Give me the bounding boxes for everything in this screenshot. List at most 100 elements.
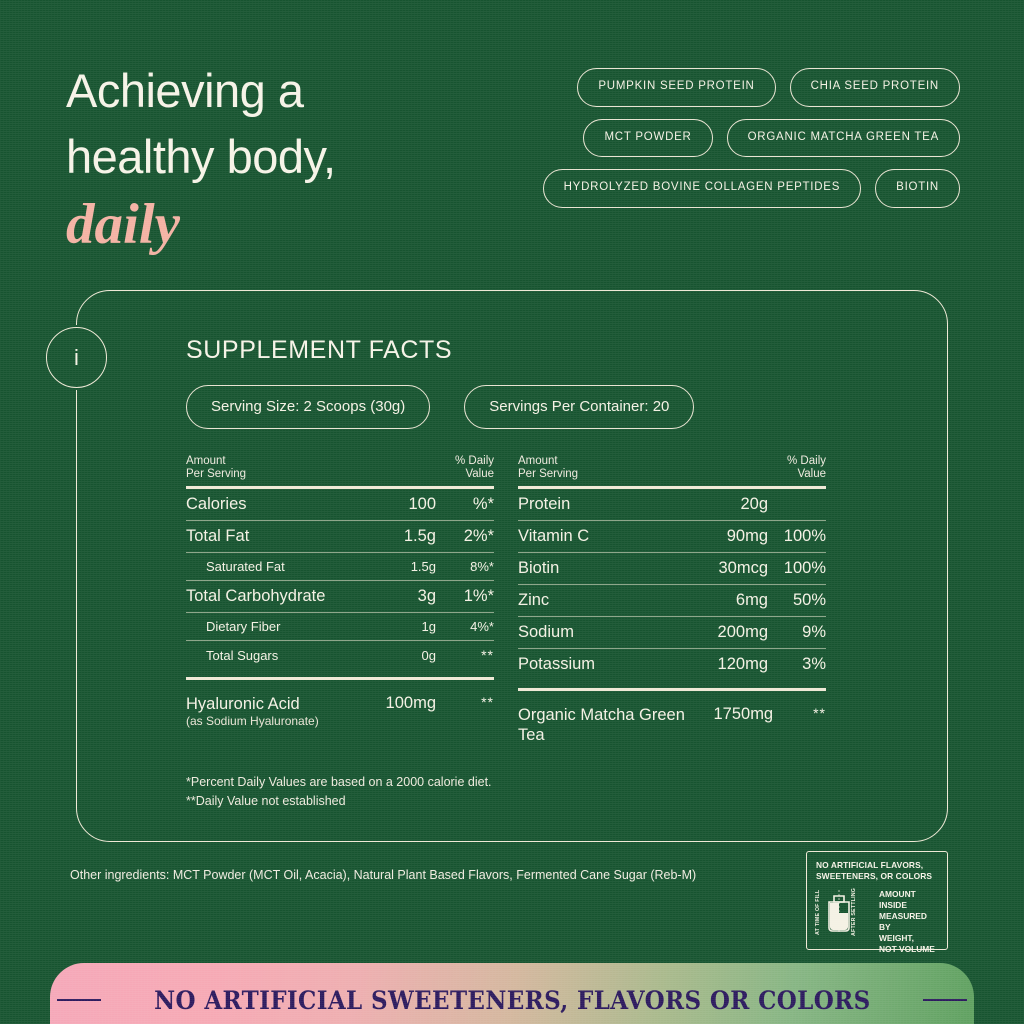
ingredient-pill-organic-matcha-green-tea[interactable]: ORGANIC MATCHA GREEN TEA (726, 118, 960, 157)
ingredient-pill-row: MCT POWDER ORGANIC MATCHA GREEN TEA (520, 118, 960, 157)
nutrient-amount: 100mg (385, 694, 436, 713)
nutrition-column-right: Amount Per Serving % Daily Value Protein… (518, 455, 826, 759)
amount-label-line2: Per Serving (518, 468, 579, 480)
daily-value-label: % Daily Value (455, 455, 494, 481)
ingredient-pill-mct-powder[interactable]: MCT POWDER (583, 118, 713, 157)
fill-badge-text-line2: MEASURED BY (879, 911, 927, 932)
amount-label-line1: Amount (518, 455, 558, 467)
servings-per-container-pill: Servings Per Container: 20 (464, 385, 695, 429)
nutrient-name: Saturated Fat (206, 559, 285, 575)
info-icon[interactable]: i (46, 327, 107, 388)
table-rule-thin (518, 616, 826, 618)
daily-value-label: % Daily Value (787, 455, 826, 481)
ingredient-pill-pumpkin-seed-protein[interactable]: PUMPKIN SEED PROTEIN (577, 68, 776, 107)
ingredient-pill-chia-seed-protein[interactable]: CHIA SEED PROTEIN (789, 68, 960, 107)
table-row: Protein 20g (518, 489, 826, 520)
table-row: Calories 100 %* (186, 489, 494, 520)
nutrient-source-note: (as Sodium Hyaluronate) (186, 714, 319, 729)
serving-size-pill: Serving Size: 2 Scoops (30g) (186, 385, 431, 429)
table-rule-thin (186, 520, 494, 522)
nutrient-amount: 90mg (726, 527, 768, 546)
supplement-facts-content: SUPPLEMENT FACTS Serving Size: 2 Scoops … (186, 336, 826, 811)
dv-label-line1: % Daily (455, 455, 494, 467)
fill-badge-text-line1: AMOUNT INSIDE (879, 889, 916, 910)
table-row: Biotin 30mcg 100% (518, 553, 826, 584)
nutrient-daily-value: 3% (802, 655, 826, 674)
table-row: Zinc 6mg 50% (518, 585, 826, 616)
fill-badge-title-line2: SWEETENERS, OR COLORS (816, 871, 933, 881)
nutrient-name: Biotin (518, 559, 560, 578)
nutrient-amount: 100 (408, 495, 436, 514)
table-rule-thick (518, 688, 826, 692)
table-rule-thick (186, 677, 494, 681)
table-rule-thick (518, 486, 826, 490)
nutrient-daily-value: 8%* (470, 559, 494, 575)
nutrient-amount: 1750mg (713, 705, 774, 724)
nutrient-name: Hyaluronic Acid (as Sodium Hyaluronate) (186, 694, 354, 729)
column-header-right: Amount Per Serving % Daily Value (518, 455, 826, 486)
nutrient-amount: 0g (421, 648, 436, 664)
nutrient-name: Zinc (518, 591, 550, 610)
dv-label-line2: Value (797, 468, 826, 480)
nutrient-name: Calories (186, 495, 247, 514)
ingredient-pill-biotin[interactable]: BIOTIN (875, 169, 960, 208)
table-rule-thin (186, 612, 494, 614)
nutrient-daily-value: ** (481, 647, 494, 664)
nutrient-daily-value: 4%* (470, 619, 494, 635)
table-row: Total Carbohydrate 3g 1%* (186, 581, 494, 612)
nutrition-column-left: Amount Per Serving % Daily Value Calorie… (186, 455, 494, 759)
table-row-special: Organic Matcha Green Tea 1750mg ** (518, 691, 826, 759)
nutrient-amount: 1.5g (410, 559, 436, 575)
fill-badge-text-line4: NOT VOLUME (879, 944, 935, 954)
banner-dash-left (56, 998, 101, 1002)
ingredient-pill-hydrolyzed-bovine-collagen-peptides[interactable]: HYDROLYZED BOVINE COLLAGEN PEPTIDES (542, 169, 862, 208)
nutrient-name: Protein (518, 495, 571, 514)
nutrient-name: Organic Matcha Green Tea (518, 706, 685, 745)
table-row: Saturated Fat 1.5g 8%* (186, 553, 494, 580)
headline-line-1: Achieving a (66, 64, 304, 117)
nutrient-daily-value: 100% (783, 559, 826, 578)
nutrient-name-text: Hyaluronic Acid (186, 695, 300, 714)
amount-label-line1: Amount (186, 455, 226, 467)
dv-label-line2: Value (465, 468, 494, 480)
headline-line-2: healthy body, (66, 130, 336, 183)
fill-badge-text-line3: WEIGHT, (879, 933, 914, 943)
nutrient-daily-value: 100% (783, 527, 826, 546)
amount-per-serving-label: Amount Per Serving (518, 455, 578, 481)
nutrition-table: Amount Per Serving % Daily Value Calorie… (186, 455, 826, 759)
nutrient-daily-value: 50% (792, 591, 826, 610)
nutrient-name: Dietary Fiber (206, 619, 281, 635)
table-rule-thin (518, 648, 826, 650)
nutrient-daily-value: %* (472, 495, 494, 514)
table-rule-thin (186, 640, 494, 642)
nutrient-name: Total Sugars (206, 648, 279, 664)
nutrient-name: Total Carbohydrate (186, 587, 326, 606)
fill-badge-text: AMOUNT INSIDE MEASURED BY WEIGHT, NOT VO… (879, 889, 938, 955)
footnote-daily-value-not-established: **Daily Value not established (186, 794, 346, 809)
supplement-facts-title: SUPPLEMENT FACTS (186, 336, 453, 364)
nutrient-amount: 30mcg (718, 559, 768, 578)
ingredient-pill-row: PUMPKIN SEED PROTEIN CHIA SEED PROTEIN (520, 68, 960, 107)
table-rule-thick (186, 486, 494, 490)
table-rule-thin (186, 552, 494, 554)
fill-badge-title: NO ARTIFICIAL FLAVORS, SWEETENERS, OR CO… (816, 860, 938, 882)
serving-info-group: Serving Size: 2 Scoops (30g) Servings Pe… (186, 385, 826, 429)
nutrient-amount: 6mg (735, 591, 768, 610)
amount-per-serving-label: Amount Per Serving (186, 455, 246, 481)
nutrient-daily-value: 9% (802, 623, 826, 642)
nutrient-amount: 1.5g (403, 527, 436, 546)
jar-label-at-time-of-fill: AT TIME OF FILL (815, 889, 821, 935)
supplement-facts-card (76, 290, 948, 842)
amount-label-line2: Per Serving (186, 468, 247, 480)
banner-dash-right (923, 998, 968, 1002)
nutrient-daily-value: 2%* (463, 527, 494, 546)
table-row: Potassium 120mg 3% (518, 649, 826, 680)
nutrient-amount: 120mg (717, 655, 768, 674)
nutrient-amount: 1g (421, 619, 436, 635)
page-headline: Achieving a healthy body, daily (66, 58, 496, 260)
table-rule-thin (186, 580, 494, 582)
no-artificial-banner: NO ARTIFICIAL SWEETENERS, FLAVORS OR COL… (50, 963, 974, 1024)
fill-badge-body: AT TIME OF FILL AFTER SETTLING AMOUNT IN… (815, 888, 938, 955)
nutrient-name: Vitamin C (518, 527, 590, 546)
table-rule-thin (518, 552, 826, 554)
